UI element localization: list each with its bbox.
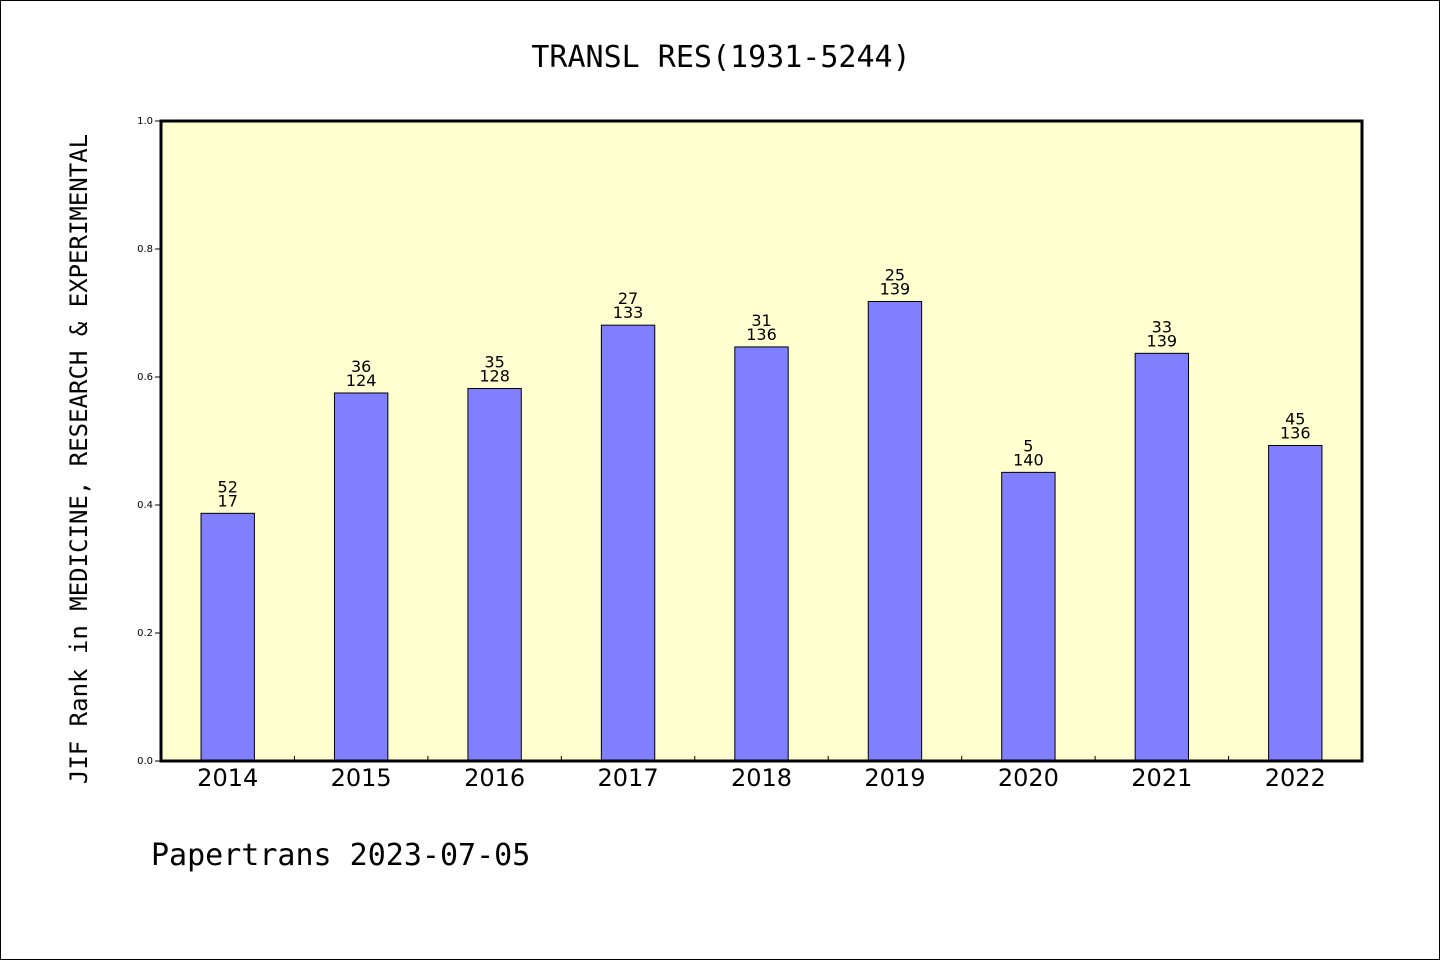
bar-total-label: 133 xyxy=(613,303,644,322)
x-tick-label: 2021 xyxy=(1131,764,1192,792)
bar-total-label: 136 xyxy=(746,325,777,344)
bar-total-label: 139 xyxy=(1147,331,1178,350)
bar-rank-label: 45 xyxy=(1285,409,1305,428)
y-axis-label: JIF Rank in MEDICINE, RESEARCH & EXPERIM… xyxy=(65,134,93,784)
chart-title: TRANSL RES(1931-5244) xyxy=(531,40,910,75)
x-tick-label: 2018 xyxy=(731,764,792,792)
bar-total-label: 124 xyxy=(346,371,377,390)
bar-rank-label: 35 xyxy=(484,353,504,372)
bar xyxy=(1001,471,1056,762)
bar-rank-label: 36 xyxy=(351,357,371,376)
x-tick-label: 2019 xyxy=(864,764,925,792)
plot-border xyxy=(159,119,1364,763)
bar xyxy=(467,388,522,762)
bar-rank-label: 52 xyxy=(218,477,238,496)
y-axis-ticks: 0.0 0.2 0.4 0.6 0.8 1.0 xyxy=(137,116,161,767)
x-tick-label: 2017 xyxy=(598,764,659,792)
bar xyxy=(734,346,789,762)
x-tick-label: 2016 xyxy=(464,764,525,792)
bar-total-label: 139 xyxy=(880,279,911,298)
bar-total-label: 128 xyxy=(479,367,510,386)
x-tick-label: 2022 xyxy=(1265,764,1326,792)
bar xyxy=(600,324,656,762)
bar-rank-label: 25 xyxy=(885,265,905,284)
bar xyxy=(1134,352,1190,762)
bar-total-label: 136 xyxy=(1280,423,1311,442)
x-axis-ticks: 2014 2015 2016 2017 2018 2019 2020 2021 2022 xyxy=(197,756,1326,792)
y-tick-label: 1.0 xyxy=(137,116,153,127)
x-tick-label: 2015 xyxy=(331,764,392,792)
bar-rank-label: 5 xyxy=(1023,436,1033,455)
bar xyxy=(1268,444,1323,762)
y-tick-label: 0.0 xyxy=(137,756,153,767)
y-tick-label: 0.6 xyxy=(137,372,153,383)
y-tick-label: 0.4 xyxy=(137,500,153,511)
bar-rank-label: 31 xyxy=(751,311,771,330)
bar-total-label: 17 xyxy=(218,491,238,510)
bar-rank-label: 27 xyxy=(618,289,638,308)
bar-rank-label: 33 xyxy=(1152,317,1172,336)
y-tick-label: 0.2 xyxy=(137,628,153,639)
x-tick-label: 2020 xyxy=(998,764,1059,792)
y-tick-label: 0.8 xyxy=(137,244,153,255)
footer-credit: Papertrans 2023-07-05 xyxy=(151,838,530,873)
bar xyxy=(200,512,255,762)
x-tick-label: 2014 xyxy=(197,764,258,792)
bar xyxy=(867,300,923,762)
bar xyxy=(333,392,389,762)
bar-total-label: 140 xyxy=(1013,450,1044,469)
